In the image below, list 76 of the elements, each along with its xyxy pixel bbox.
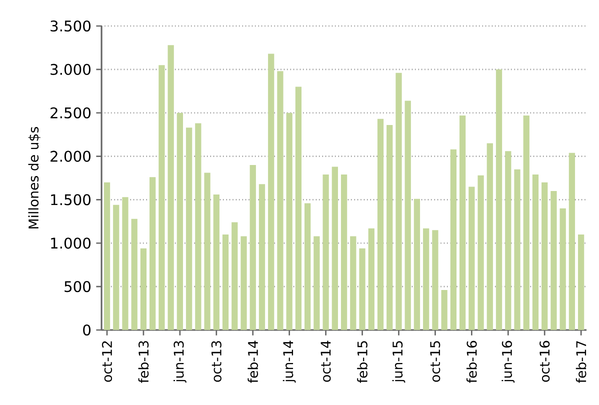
bar (350, 236, 356, 330)
bar (277, 71, 284, 330)
bar (295, 86, 302, 330)
bar (250, 164, 256, 330)
bar (140, 248, 147, 330)
bar (468, 186, 475, 330)
bar (532, 174, 539, 330)
bar (104, 182, 110, 330)
bar (113, 204, 120, 330)
bar (386, 125, 393, 330)
bar (268, 54, 274, 330)
x-tick-label: oct-12 (102, 341, 112, 382)
x-tick-label: feb-17 (576, 341, 586, 383)
x-tick-label: feb-13 (138, 341, 149, 383)
bar (505, 151, 512, 330)
y-axis-title: Millones de u$s (28, 126, 40, 228)
y-tick-label: 2.000 (50, 150, 90, 162)
bar (204, 172, 210, 330)
bar (432, 230, 438, 330)
bar (213, 194, 220, 330)
bar (232, 222, 238, 330)
bar (131, 218, 138, 330)
bar (441, 290, 448, 330)
x-tick-label: feb-14 (248, 340, 258, 383)
bar (150, 177, 156, 330)
y-tick-label: 0 (83, 324, 90, 336)
x-tick-label: oct-15 (430, 341, 440, 382)
bar (158, 65, 165, 330)
bar (240, 236, 247, 330)
x-tick-label: feb-16 (466, 340, 477, 383)
bar (122, 197, 128, 330)
bar (450, 149, 456, 330)
y-tick-label: 500 (64, 281, 90, 292)
bar (359, 248, 366, 330)
bar (176, 112, 184, 330)
bar (514, 169, 520, 330)
bar (560, 208, 566, 330)
bar (459, 115, 466, 330)
bar (340, 174, 348, 330)
bar (322, 174, 329, 330)
bar (368, 228, 374, 330)
bar (222, 234, 229, 330)
bar (496, 69, 502, 330)
bar (186, 128, 192, 330)
bar (168, 45, 174, 330)
bar (523, 115, 530, 330)
y-tick-label: 1.000 (51, 238, 90, 249)
x-tick-label: jun-13 (173, 341, 186, 383)
bar (195, 123, 202, 330)
bar (404, 100, 411, 330)
x-tick-label: jun-14 (282, 340, 296, 383)
bar (377, 118, 384, 330)
x-tick-label: feb-15 (357, 341, 368, 383)
x-tick-label: oct-16 (540, 340, 550, 382)
y-tick-label: 3.000 (50, 64, 90, 75)
bar (478, 175, 484, 330)
bar (258, 184, 266, 330)
bar (332, 166, 338, 330)
x-tick-label: oct-14 (320, 340, 331, 382)
bar (396, 72, 402, 330)
y-tick-label: 1.500 (51, 194, 90, 206)
bar (286, 112, 292, 330)
x-tick-label: jun-16 (502, 340, 515, 383)
bar (550, 191, 557, 330)
bar (304, 203, 311, 330)
x-tick-label: jun-15 (392, 341, 406, 383)
bar (542, 182, 548, 330)
bar (423, 228, 430, 330)
bar (578, 234, 584, 330)
y-tick-label: 3.500 (50, 20, 90, 32)
bar (414, 198, 420, 330)
bar (568, 152, 576, 330)
x-tick-label: oct-13 (211, 341, 222, 382)
bar (486, 143, 493, 330)
y-tick-label: 2.500 (50, 107, 90, 118)
bar (314, 236, 320, 330)
